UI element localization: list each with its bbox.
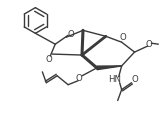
Text: O: O: [68, 30, 74, 39]
Text: HN: HN: [108, 75, 121, 84]
Polygon shape: [97, 66, 122, 70]
Text: O: O: [46, 55, 53, 64]
Text: O: O: [119, 33, 126, 42]
Text: O: O: [131, 75, 138, 84]
Text: O: O: [145, 40, 152, 49]
Text: O: O: [76, 74, 82, 83]
